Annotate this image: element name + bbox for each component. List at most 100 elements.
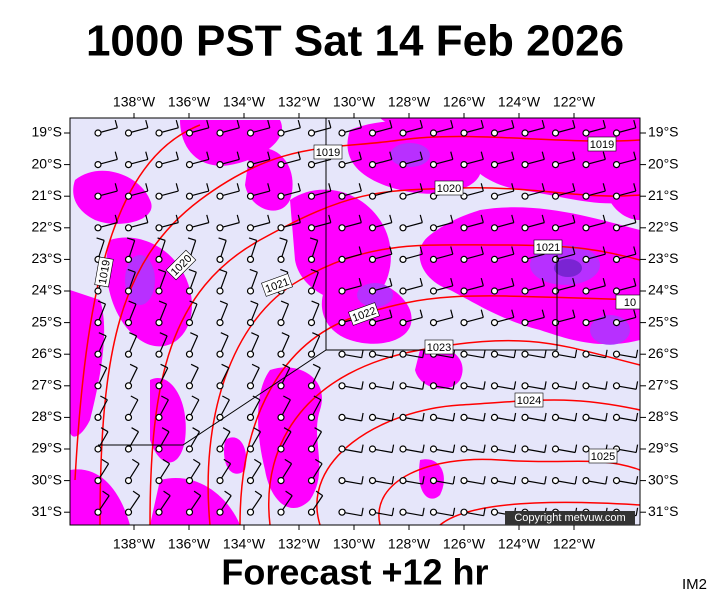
barb-flag [602,183,606,192]
barb-flag [358,151,362,160]
barb-flag [158,268,167,273]
barb-flag [419,151,423,160]
image-tag: IM2 [682,576,707,593]
forecast-label: Forecast +12 hr [221,552,488,593]
barb-flag [389,151,393,160]
station [216,287,224,295]
barb-flag [391,507,395,516]
station [185,350,194,358]
barb-flag [98,332,107,337]
lat-label-right: 21°S [648,187,679,203]
station [551,413,560,421]
station [429,287,438,295]
barb-flag [419,119,423,128]
station [338,224,346,232]
station [246,477,255,485]
station [277,508,285,516]
station [185,161,194,169]
barb-flag [160,363,169,369]
barb-flag [297,214,301,223]
isobar-label-bg [588,448,618,464]
station [155,129,163,137]
barb-flag [102,490,110,497]
station [307,319,316,327]
barb-flag [313,395,322,401]
isobar-label-bg [165,249,197,281]
barb-flag [281,332,290,337]
barb-flag [175,119,179,128]
barb-flag [175,214,179,223]
station [277,192,285,200]
station [612,413,621,421]
barb-flag [605,349,608,358]
lon-label-bottom: 136°W [168,536,211,552]
isobar-label-bg [261,273,293,297]
barb-flag [513,444,517,453]
station [185,382,194,390]
barb-flag [511,214,515,223]
station [460,508,468,516]
station [155,255,163,263]
station [307,255,316,263]
barb-flag [480,309,484,318]
station [216,319,224,327]
barb-flag [480,151,484,160]
barb-flag [236,183,240,192]
barb-flag [127,268,136,273]
barb-flag [544,412,547,421]
station [460,129,468,137]
station [551,255,560,263]
station [582,224,590,232]
station [338,350,346,358]
station [460,477,468,485]
station [612,224,621,232]
station [460,255,468,263]
station [582,129,590,137]
station [185,477,194,485]
barb-flag [250,300,259,305]
station [124,224,133,232]
station [490,255,499,263]
barb-flag [389,246,393,255]
barb-flag [450,277,454,286]
barb-flag [114,183,118,192]
isobar-label: 1020 [434,180,464,196]
isobar-label-bg [313,144,343,160]
barb-flag [223,458,231,465]
barb-flag [249,268,258,273]
barb-flag [361,476,364,485]
station [460,161,468,169]
isobar-value: 1019 [590,139,614,151]
lon-label-top: 138°W [113,94,156,110]
station [94,224,102,232]
barb-flag [297,151,301,160]
station [612,129,621,137]
barb-flag [572,277,576,286]
lat-label-left: 20°S [31,155,62,171]
station [490,508,499,516]
barb-flag [602,277,606,286]
lon-label-bottom: 132°W [278,536,321,552]
station [338,319,346,327]
lat-label-left: 31°S [31,503,62,519]
barb-flag [633,277,637,286]
barb-flag [358,214,362,223]
barb-flag [389,277,393,286]
isobar-label-bg [94,256,114,288]
barb-flag [314,427,322,433]
barb-flag [222,427,231,433]
station [94,350,102,358]
barb-flag [422,476,425,485]
station [551,319,560,327]
station [399,192,407,200]
barb-flag [544,444,547,453]
barb-flag [605,412,608,421]
barb-flag [236,119,240,128]
barb-flag [635,412,639,421]
station [612,477,621,485]
barb-flag [452,444,456,453]
station [124,477,133,485]
barb-flag [452,476,456,485]
station [277,382,285,390]
station [582,192,590,200]
